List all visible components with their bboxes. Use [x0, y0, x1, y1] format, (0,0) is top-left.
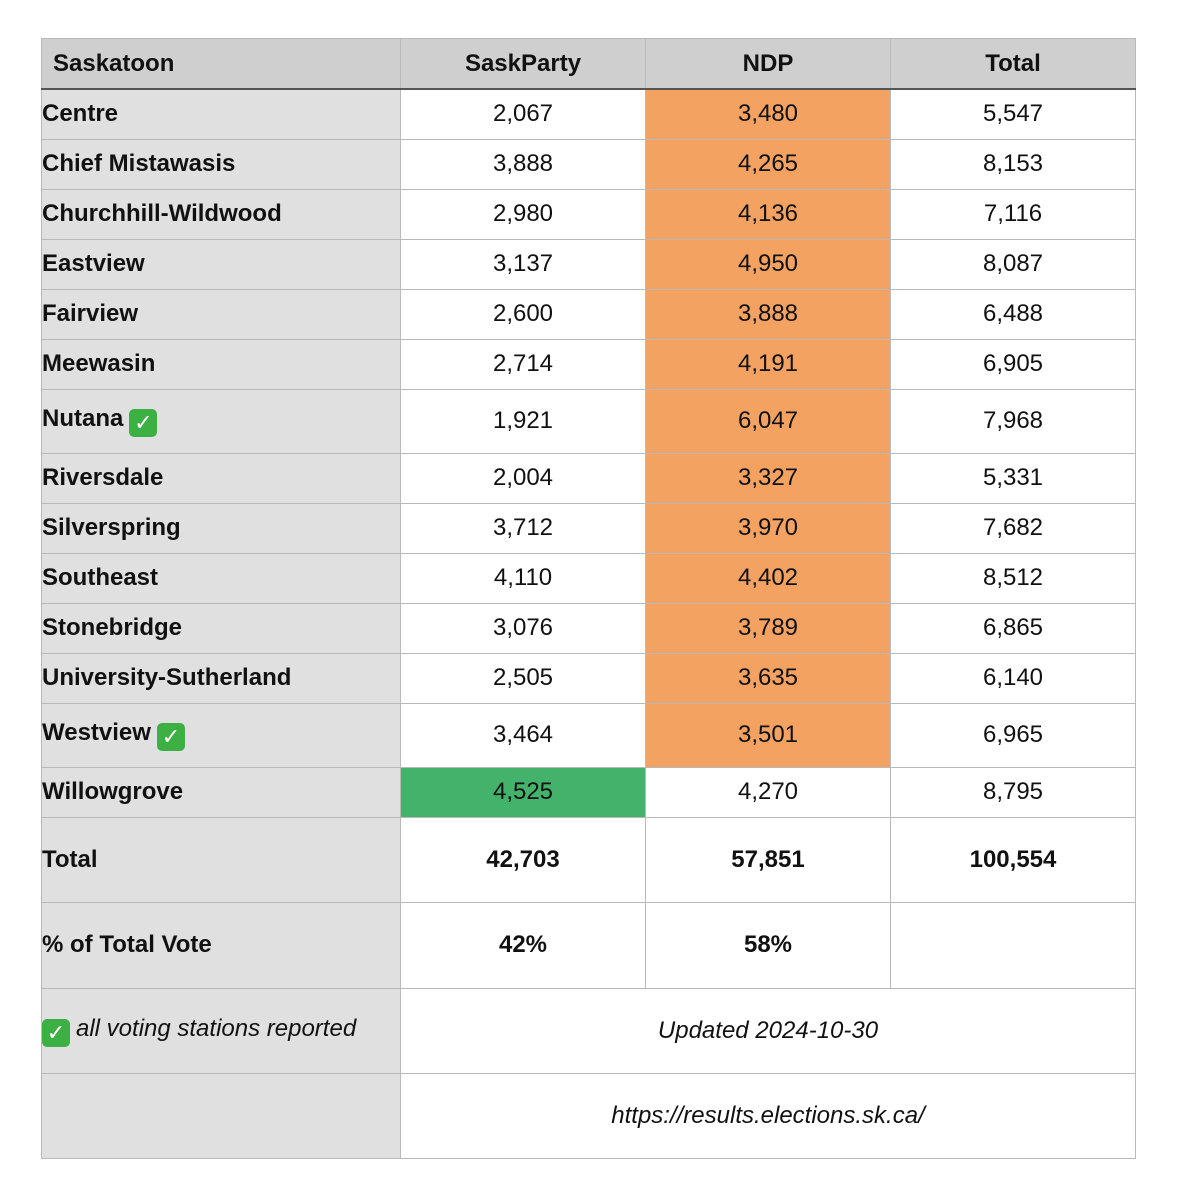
table-row: Fairview 2,600 3,888 6,488	[41, 288, 1136, 340]
check-mark-icon: ✓	[129, 409, 158, 437]
total-votes: 6,865	[890, 602, 1136, 654]
saskparty-votes: 3,464	[400, 702, 646, 768]
saskparty-votes: 2,067	[400, 88, 646, 140]
saskparty-total: 42,703	[400, 816, 646, 903]
updated-date: Updated 2024-10-30	[400, 987, 1136, 1074]
saskparty-votes: 3,888	[400, 138, 646, 190]
saskparty-votes: 3,076	[400, 602, 646, 654]
total-votes: 5,331	[890, 452, 1136, 504]
table-row: Chief Mistawasis 3,888 4,265 8,153	[41, 138, 1136, 190]
saskparty-votes: 2,980	[400, 188, 646, 240]
riding-name: Stonebridge	[41, 602, 401, 654]
ndp-votes: 3,635	[645, 652, 891, 704]
riding-name: Chief Mistawasis	[41, 138, 401, 190]
table-row: Eastview 3,137 4,950 8,087	[41, 238, 1136, 290]
percent-label: % of Total Vote	[41, 901, 401, 989]
source-url: https://results.elections.sk.ca/	[400, 1072, 1136, 1159]
blank-label-cell	[41, 1072, 401, 1159]
table-row: Centre 2,067 3,480 5,547	[41, 88, 1136, 140]
ndp-votes: 3,789	[645, 602, 891, 654]
ndp-votes: 3,501	[645, 702, 891, 768]
ndp-votes: 4,270	[645, 766, 891, 818]
ndp-votes: 4,136	[645, 188, 891, 240]
table-row: Churchhill-Wildwood 2,980 4,136 7,116	[41, 188, 1136, 240]
total-votes: 7,116	[890, 188, 1136, 240]
ndp-votes: 4,265	[645, 138, 891, 190]
check-mark-icon: ✓	[42, 1018, 70, 1047]
total-votes: 6,905	[890, 338, 1136, 390]
saskparty-votes: 4,110	[400, 552, 646, 604]
note-row: ✓ all voting stations reported Updated 20…	[41, 987, 1136, 1074]
grand-total: 100,554	[890, 816, 1136, 903]
saskparty-votes: 3,712	[400, 502, 646, 554]
total-votes: 6,965	[890, 702, 1136, 768]
source-row: https://results.elections.sk.ca/	[41, 1072, 1136, 1159]
total-percent	[890, 901, 1136, 989]
header-row: Saskatoon SaskParty NDP Total	[41, 38, 1136, 90]
table-row: Riversdale 2,004 3,327 5,331	[41, 452, 1136, 504]
table-row: Westview ✓ 3,464 3,501 6,965	[41, 702, 1136, 768]
riding-name: Riversdale	[41, 452, 401, 504]
table-row: Meewasin 2,714 4,191 6,905	[41, 338, 1136, 390]
total-votes: 7,968	[890, 388, 1136, 454]
table-row: University-Sutherland 2,505 3,635 6,140	[41, 652, 1136, 704]
ndp-votes: 3,327	[645, 452, 891, 504]
header-region: Saskatoon	[41, 38, 401, 90]
total-votes: 6,488	[890, 288, 1136, 340]
ndp-votes: 4,191	[645, 338, 891, 390]
header-ndp: NDP	[645, 38, 891, 90]
saskparty-votes: 4,525	[400, 766, 646, 818]
saskparty-votes: 2,505	[400, 652, 646, 704]
riding-name: Meewasin	[41, 338, 401, 390]
total-votes: 6,140	[890, 652, 1136, 704]
riding-name: Centre	[41, 88, 401, 140]
saskparty-votes: 3,137	[400, 238, 646, 290]
riding-name: Silverspring	[41, 502, 401, 554]
saskparty-votes: 2,004	[400, 452, 646, 504]
results-table: Saskatoon SaskParty NDP Total Centre 2,0…	[41, 38, 1136, 1159]
riding-name: Westview	[42, 719, 151, 746]
total-votes: 5,547	[890, 88, 1136, 140]
ndp-votes: 3,888	[645, 288, 891, 340]
riding-name: Willowgrove	[41, 766, 401, 818]
legend-note: ✓ all voting stations reported	[41, 987, 401, 1074]
ndp-percent: 58%	[645, 901, 891, 989]
totals-row: Total 42,703 57,851 100,554	[41, 816, 1136, 903]
table-row: Willowgrove 4,525 4,270 8,795	[41, 766, 1136, 818]
riding-name: Southeast	[41, 552, 401, 604]
table-row: Nutana ✓ 1,921 6,047 7,968	[41, 388, 1136, 454]
table-row: Silverspring 3,712 3,970 7,682	[41, 502, 1136, 554]
riding-name: Eastview	[41, 238, 401, 290]
check-mark-icon: ✓	[156, 723, 185, 751]
table-row: Southeast 4,110 4,402 8,512	[41, 552, 1136, 604]
ndp-votes: 4,402	[645, 552, 891, 604]
ndp-votes: 6,047	[645, 388, 891, 454]
saskparty-votes: 2,714	[400, 338, 646, 390]
riding-name: Nutana	[42, 405, 124, 432]
riding-name: University-Sutherland	[41, 652, 401, 704]
table-row: Stonebridge 3,076 3,789 6,865	[41, 602, 1136, 654]
total-votes: 8,153	[890, 138, 1136, 190]
totals-label: Total	[41, 816, 401, 903]
total-votes: 8,795	[890, 766, 1136, 818]
header-saskparty: SaskParty	[400, 38, 646, 90]
ndp-votes: 3,480	[645, 88, 891, 140]
total-votes: 7,682	[890, 502, 1136, 554]
riding-name: Churchhill-Wildwood	[41, 188, 401, 240]
total-votes: 8,087	[890, 238, 1136, 290]
riding-name: Fairview	[41, 288, 401, 340]
ndp-votes: 4,950	[645, 238, 891, 290]
saskparty-percent: 42%	[400, 901, 646, 989]
legend-note-text: all voting stations reported	[76, 1014, 357, 1042]
header-total: Total	[890, 38, 1136, 90]
saskparty-votes: 2,600	[400, 288, 646, 340]
riding-cell: Westview ✓	[41, 702, 401, 768]
riding-cell: Nutana ✓	[41, 388, 401, 454]
saskparty-votes: 1,921	[400, 388, 646, 454]
percent-row: % of Total Vote 42% 58%	[41, 901, 1136, 989]
ndp-votes: 3,970	[645, 502, 891, 554]
ndp-total: 57,851	[645, 816, 891, 903]
total-votes: 8,512	[890, 552, 1136, 604]
